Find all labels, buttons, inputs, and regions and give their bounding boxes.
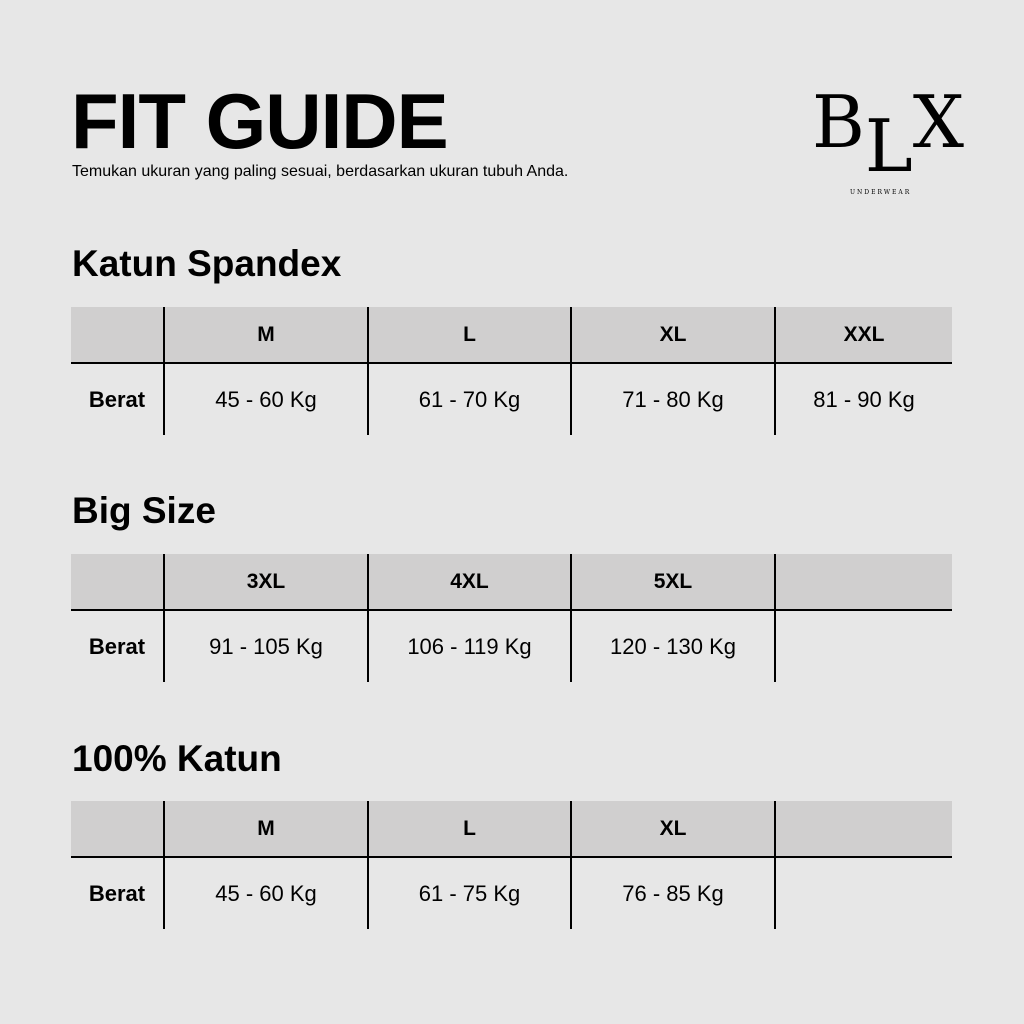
size-header — [774, 554, 952, 611]
size-header: XXL — [774, 307, 952, 364]
size-table: M L XL XXL Berat 45 - 60 Kg 61 - 70 Kg 71 - 80 … — [71, 307, 952, 435]
table-header-row: M L XL XXL — [71, 307, 952, 364]
size-header: M — [163, 307, 368, 364]
size-header: XL — [570, 307, 775, 364]
size-header: XL — [570, 801, 775, 858]
brand-logo: B L X UNDERWEAR — [812, 86, 968, 202]
table-row: Berat 45 - 60 Kg 61 - 75 Kg 76 - 85 Kg — [71, 857, 952, 929]
weight-cell: 71 - 80 Kg — [570, 363, 775, 435]
size-table: M L XL Berat 45 - 60 Kg 61 - 75 Kg 76 - 85 Kg — [71, 801, 952, 929]
weight-cell: 76 - 85 Kg — [570, 857, 775, 929]
section-title: 100% Katun — [72, 738, 282, 779]
table-header-row: 3XL 4XL 5XL — [71, 554, 952, 611]
size-table: 3XL 4XL 5XL Berat 91 - 105 Kg 106 - 119 Kg 120… — [71, 554, 952, 682]
logo-tagline: UNDERWEAR — [850, 189, 912, 196]
page-subtitle: Temukan ukuran yang paling sesuai, berda… — [72, 163, 569, 180]
logo-letter-b: B — [812, 80, 865, 164]
size-header: M — [163, 801, 368, 858]
row-label: Berat — [88, 880, 146, 906]
header-cell-empty — [71, 307, 164, 364]
size-header: 5XL — [570, 554, 775, 611]
weight-cell: 106 - 119 Kg — [367, 610, 571, 682]
size-header — [774, 801, 952, 858]
section-title: Big Size — [72, 490, 216, 531]
weight-cell: 61 - 70 Kg — [367, 363, 571, 435]
section-title: Katun Spandex — [72, 243, 342, 284]
header-cell-empty — [71, 554, 164, 611]
weight-cell — [774, 610, 952, 682]
row-label: Berat — [88, 633, 146, 659]
logo-letters: B L X — [812, 86, 968, 182]
weight-cell: 91 - 105 Kg — [163, 610, 368, 682]
row-label: Berat — [88, 386, 146, 412]
weight-cell: 45 - 60 Kg — [163, 857, 368, 929]
table-header-row: M L XL — [71, 801, 952, 858]
weight-cell: 120 - 130 Kg — [570, 610, 775, 682]
logo-letter-x: X — [912, 80, 964, 164]
weight-cell: 61 - 75 Kg — [367, 857, 571, 929]
size-header: 3XL — [163, 554, 368, 611]
weight-cell: 45 - 60 Kg — [163, 363, 368, 435]
page-title: FIT GUIDE — [71, 77, 449, 165]
header-cell-empty — [71, 801, 164, 858]
size-header: 4XL — [367, 554, 571, 611]
table-row: Berat 91 - 105 Kg 106 - 119 Kg 120 - 130 Kg — [71, 610, 952, 682]
logo-letter-l: L — [864, 104, 913, 188]
size-header: L — [367, 801, 571, 858]
size-header: L — [367, 307, 571, 364]
table-row: Berat 45 - 60 Kg 61 - 70 Kg 71 - 80 Kg 81 - … — [71, 363, 952, 435]
weight-cell — [774, 857, 952, 929]
weight-cell: 81 - 90 Kg — [774, 363, 952, 435]
